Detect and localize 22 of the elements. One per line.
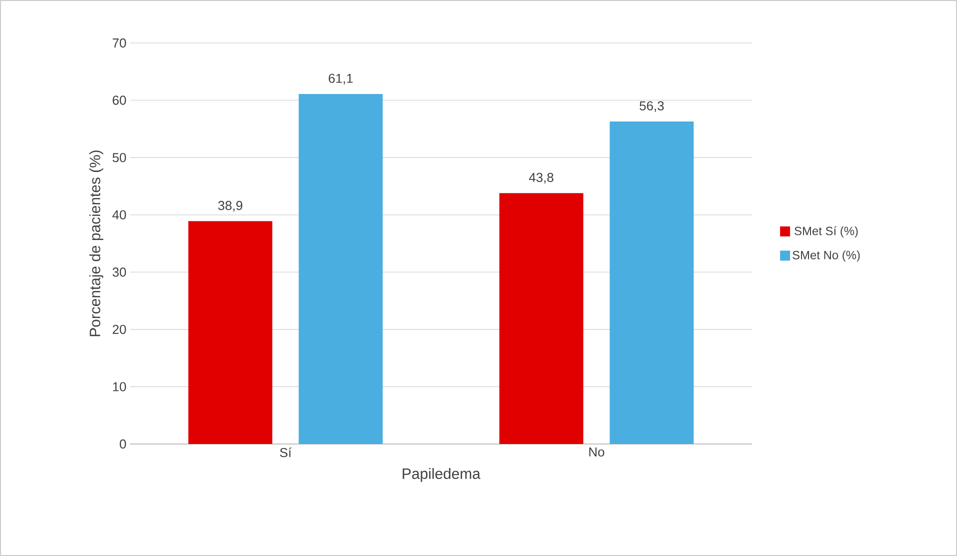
x-axis-title: Papiledema (402, 468, 480, 482)
data-label: 38,9 (218, 200, 242, 212)
bar (188, 221, 272, 444)
y-tick-label: 40 (112, 210, 126, 220)
bar (499, 193, 584, 444)
y-tick-label: 30 (112, 268, 126, 277)
data-label: 43,8 (529, 172, 554, 184)
data-label: 61,1 (328, 74, 353, 84)
legend-label: SMet Sí (%) (794, 226, 858, 238)
y-tick-label: 60 (112, 96, 126, 105)
data-label: 56,3 (640, 101, 664, 112)
y-tick-label: 50 (112, 152, 126, 162)
bar (610, 121, 694, 444)
y-tick-label: 20 (112, 324, 126, 334)
x-tick-label: Sí (280, 448, 292, 458)
y-tick-label: 70 (112, 38, 126, 48)
y-axis-title: Porcentaje de pacientes (%) (89, 150, 104, 336)
bar (298, 94, 383, 444)
legend-label: SMet No (%) (792, 250, 860, 262)
y-tick-label: 0 (120, 439, 126, 449)
x-tick-label: No (589, 448, 604, 457)
y-tick-label: 10 (113, 382, 126, 392)
